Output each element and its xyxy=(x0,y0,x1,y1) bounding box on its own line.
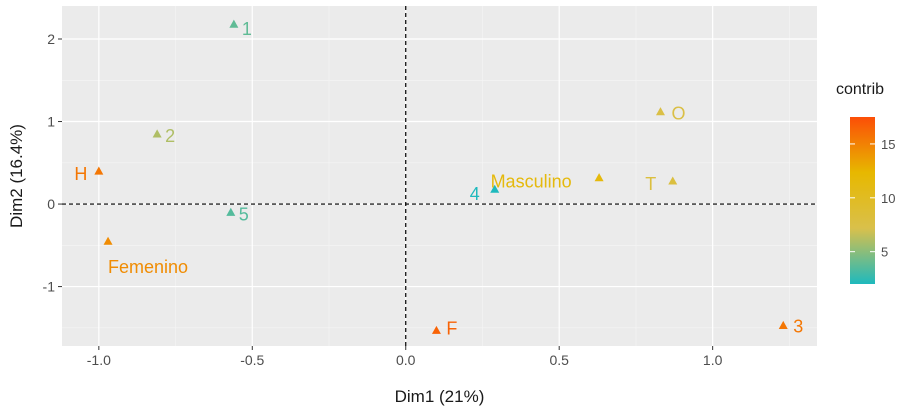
x-tick-label: 0.0 xyxy=(396,352,416,368)
legend-ticks: 5 10 15 xyxy=(850,137,895,260)
data-point-labels: 1 2 H 5 Femenino 4 Masculino O T F 3 xyxy=(74,19,803,338)
point-1-label: 1 xyxy=(242,19,252,39)
x-tick-label: -0.5 xyxy=(240,352,264,368)
point-femenino-marker xyxy=(103,236,113,245)
point-femenino-label: Femenino xyxy=(108,257,188,277)
point-1-marker xyxy=(229,19,239,28)
point-3-label: 3 xyxy=(793,316,803,336)
legend-tick-label: 5 xyxy=(881,245,888,260)
legend-tick-label: 15 xyxy=(881,137,895,152)
point-f-label: F xyxy=(446,318,457,338)
y-axis-title: Dim2 (16.4%) xyxy=(7,124,26,228)
point-f-marker xyxy=(431,325,441,334)
point-2-label: 2 xyxy=(165,126,175,146)
point-2-marker xyxy=(152,129,162,138)
x-tick-label: 1.0 xyxy=(703,352,723,368)
point-t-label: T xyxy=(645,174,656,194)
point-masculino-label: Masculino xyxy=(491,172,572,192)
legend-colorbar xyxy=(850,117,875,284)
legend-title: contrib xyxy=(836,81,884,98)
reference-lines xyxy=(62,6,817,346)
point-5-marker xyxy=(226,207,236,216)
x-axis-ticks: -1.0 -0.5 0.0 0.5 1.0 xyxy=(87,346,723,368)
point-t-marker xyxy=(668,176,678,185)
point-5-label: 5 xyxy=(239,204,249,224)
x-tick-label: -1.0 xyxy=(87,352,111,368)
point-masculino-marker xyxy=(594,173,604,182)
x-tick-label: 0.5 xyxy=(549,352,569,368)
data-points xyxy=(94,19,788,334)
y-tick-label: 2 xyxy=(47,31,55,47)
point-h-label: H xyxy=(74,164,87,184)
plot-panel xyxy=(62,6,817,346)
point-4-label: 4 xyxy=(470,184,480,204)
legend-tick-label: 10 xyxy=(881,191,895,206)
point-o-marker xyxy=(655,107,665,116)
color-legend: contrib 5 10 15 xyxy=(836,81,895,284)
y-tick-label: 0 xyxy=(47,196,55,212)
x-axis-title: Dim1 (21%) xyxy=(395,387,485,406)
point-h-marker xyxy=(94,166,104,175)
y-axis-ticks: -1 0 1 2 xyxy=(43,31,62,295)
minor-gridlines xyxy=(62,6,817,346)
y-tick-label: -1 xyxy=(43,279,56,295)
point-o-label: O xyxy=(671,104,685,124)
y-tick-label: 1 xyxy=(47,114,55,130)
point-3-marker xyxy=(778,320,788,329)
point-4-marker xyxy=(490,184,500,193)
